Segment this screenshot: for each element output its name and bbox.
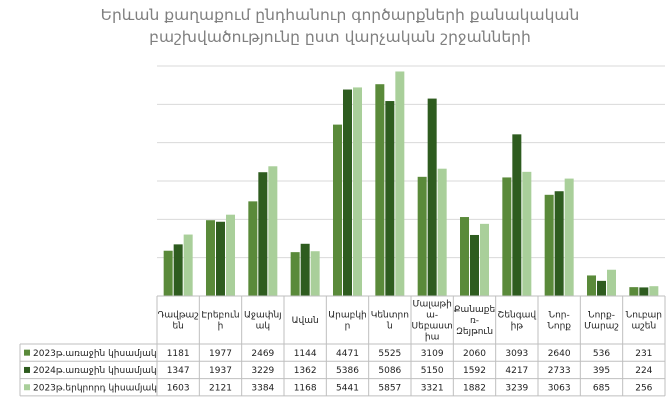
bar xyxy=(226,214,235,296)
bar xyxy=(248,201,258,296)
data-value: 2121 xyxy=(209,383,232,393)
data-value: 4217 xyxy=(505,366,528,376)
bar xyxy=(290,252,300,296)
chart-title: Երևան քաղաքում ընդհանուր գործարքների քան… xyxy=(60,4,620,48)
bar xyxy=(310,251,320,296)
bars xyxy=(163,71,659,297)
data-value: 3321 xyxy=(421,383,444,393)
category-label: Նոր-Նորք xyxy=(547,311,571,332)
bar xyxy=(554,191,564,296)
data-value: 1937 xyxy=(209,366,232,376)
category-label: Էրեբուն ի xyxy=(201,311,239,332)
data-value: 3063 xyxy=(548,383,571,393)
bar xyxy=(417,176,427,296)
data-value: 3229 xyxy=(251,366,274,376)
series-name: 2023թ.երկրորդ կիսամյակ xyxy=(33,383,157,393)
category-label: Մալաթի ա-Սեբաստ իա xyxy=(412,300,453,343)
bar xyxy=(216,221,225,296)
bar xyxy=(437,168,447,296)
data-value: 1882 xyxy=(463,383,486,393)
category-label: Նուբար աշեն xyxy=(626,311,662,332)
bar xyxy=(512,134,522,296)
data-value: 2640 xyxy=(548,349,571,359)
bar xyxy=(427,98,437,296)
bar xyxy=(607,269,616,296)
data-value: 3093 xyxy=(505,349,528,359)
data-value: 3109 xyxy=(421,349,444,359)
category-label: Շենգավ իթ xyxy=(498,311,537,332)
data-value: 685 xyxy=(593,383,610,393)
bar xyxy=(395,71,405,297)
data-value: 1168 xyxy=(294,383,317,393)
bar xyxy=(268,166,278,296)
bar xyxy=(502,177,512,296)
bar xyxy=(460,217,469,296)
series-name: 2024թ.առաջին կիսամյակ xyxy=(33,366,157,376)
data-value: 1977 xyxy=(209,349,232,359)
bar xyxy=(173,244,183,296)
bar xyxy=(629,287,639,296)
data-value: 3384 xyxy=(251,383,274,393)
bar xyxy=(587,275,596,296)
bar xyxy=(649,286,659,296)
series-name: 2023թ.առաջին կիսամյակ xyxy=(33,349,157,359)
data-value: 4471 xyxy=(336,349,359,359)
data-value: 256 xyxy=(635,383,652,393)
bar xyxy=(343,89,352,296)
bar xyxy=(480,223,489,296)
bar xyxy=(206,220,215,296)
bar xyxy=(183,234,193,296)
bar xyxy=(522,171,532,296)
bar xyxy=(258,172,268,296)
data-value: 2733 xyxy=(548,366,571,376)
bar xyxy=(470,234,479,296)
bar xyxy=(300,243,310,296)
chart-title-line-2: բաշխվածությունը ըստ վարչական շրջանների xyxy=(149,28,531,46)
data-value: 1603 xyxy=(167,383,190,393)
data-value: 2060 xyxy=(463,349,486,359)
gridlines xyxy=(157,65,665,259)
data-value: 5386 xyxy=(336,366,359,376)
data-value: 1347 xyxy=(167,366,190,376)
data-value: 1181 xyxy=(167,349,190,359)
category-label: Քանաքե ռ-Զեյթուն xyxy=(454,305,495,337)
chart-title-line-1: Երևան քաղաքում ընդհանուր գործարքների քան… xyxy=(100,6,580,24)
legend-key xyxy=(24,349,30,356)
legend-key xyxy=(24,384,30,391)
bar xyxy=(597,280,606,296)
category-label: Աջափնյ ակ xyxy=(244,311,282,332)
category-label: Արաբկի ր xyxy=(328,311,366,332)
bar xyxy=(639,287,649,296)
bar xyxy=(375,84,385,296)
data-value: 1144 xyxy=(294,349,317,359)
data-value: 5086 xyxy=(378,366,401,376)
data-value: 2469 xyxy=(251,349,274,359)
data-value: 5525 xyxy=(378,349,401,359)
bar xyxy=(544,194,554,296)
data-value: 395 xyxy=(593,366,610,376)
data-value: 5857 xyxy=(378,383,401,393)
data-value: 536 xyxy=(593,349,610,359)
bar xyxy=(353,87,362,296)
bar xyxy=(385,101,395,296)
data-value: 224 xyxy=(635,366,652,376)
category-label: Նորք-Մարաշ xyxy=(584,311,619,332)
data-value: 231 xyxy=(635,349,652,359)
data-value: 1362 xyxy=(294,366,317,376)
data-value: 1592 xyxy=(463,366,486,376)
category-label: Կենտրո ն xyxy=(371,311,409,332)
bar xyxy=(163,250,173,296)
bar xyxy=(564,178,574,296)
bar xyxy=(333,124,342,296)
category-label: Դավթաշ են xyxy=(158,311,199,332)
data-value: 5441 xyxy=(336,383,359,393)
data-value: 3239 xyxy=(505,383,528,393)
legend-key xyxy=(24,366,30,373)
category-label: Ավան xyxy=(292,316,319,326)
data-value: 5150 xyxy=(421,366,444,376)
